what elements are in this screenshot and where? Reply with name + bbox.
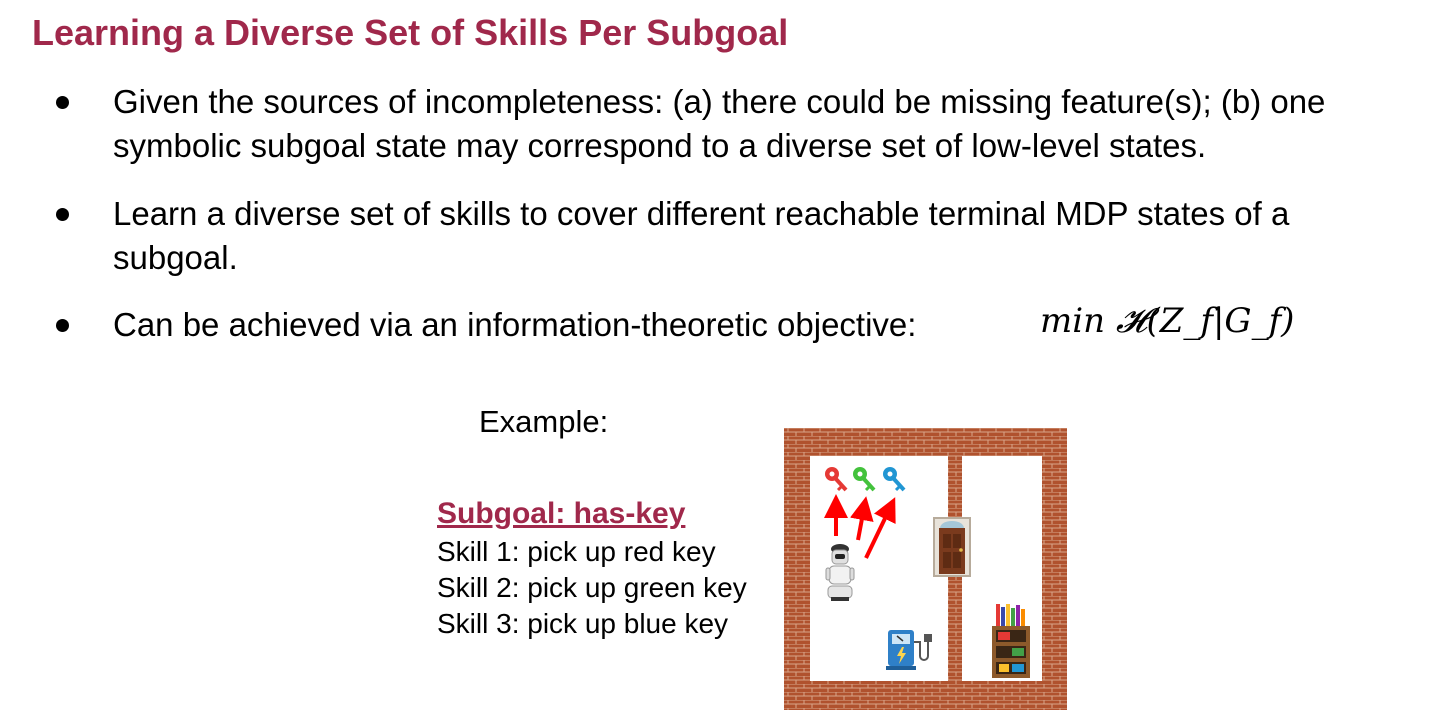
bullet-1-line-1: Given the sources of incompleteness: (a)… <box>113 83 1326 120</box>
door-icon <box>933 517 971 577</box>
arrow-to-green-key <box>849 496 874 541</box>
gridworld-illustration <box>784 428 1067 710</box>
bookshelf-icon <box>992 604 1030 678</box>
bullet-3-line-1: Can be achieved via an information-theor… <box>113 306 917 343</box>
charging-station-icon <box>886 630 932 670</box>
arrow-to-blue-key <box>864 497 896 559</box>
red-key-icon <box>825 467 848 492</box>
bullet-1-line-2: symbolic subgoal state may correspond to… <box>113 127 1207 164</box>
skill-1: Skill 1: pick up red key <box>437 536 716 567</box>
bullet-marker <box>56 96 69 109</box>
bullet-2-line-1: Learn a diverse set of skills to cover d… <box>113 195 1290 232</box>
bullet-marker <box>56 319 69 332</box>
example-label: Example: <box>479 404 609 439</box>
skill-2: Skill 2: pick up green key <box>437 572 747 603</box>
slide-title: Learning a Diverse Set of Skills Per Sub… <box>32 12 789 53</box>
green-key-icon <box>853 467 876 492</box>
bullet-marker <box>56 208 69 221</box>
bullet-2: Learn a diverse set of skills to cover d… <box>113 192 1413 280</box>
formula-text: min 𝓗(Z_f|G_f) <box>1040 301 1295 341</box>
objective-formula: min 𝓗(Z_f|G_f) <box>1040 301 1294 341</box>
bullet-2-line-2: subgoal. <box>113 239 238 276</box>
blue-key-icon <box>883 467 906 492</box>
subgoal-heading: Subgoal: has-key <box>437 497 686 530</box>
bullet-3: Can be achieved via an information-theor… <box>113 303 1413 347</box>
skill-3: Skill 3: pick up blue key <box>437 608 729 639</box>
bullet-1: Given the sources of incompleteness: (a)… <box>113 80 1413 168</box>
robot-icon <box>825 544 855 601</box>
